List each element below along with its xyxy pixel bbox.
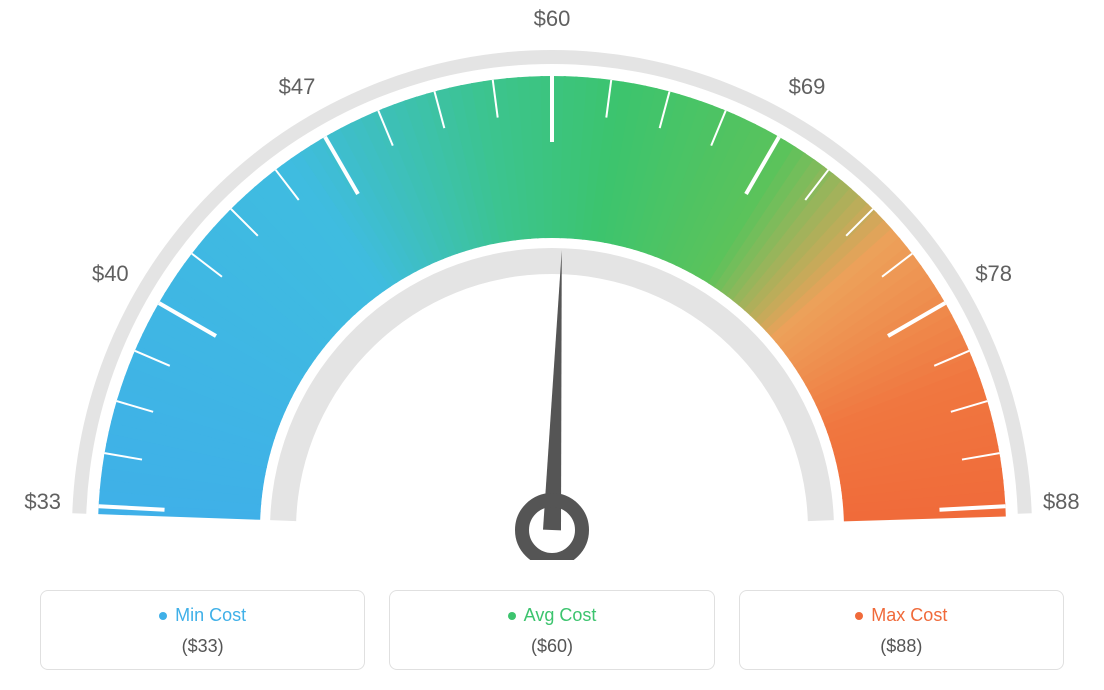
svg-text:$78: $78 — [975, 261, 1012, 286]
legend-value-max: ($88) — [750, 636, 1053, 657]
svg-text:$69: $69 — [789, 74, 826, 99]
legend-row: Min Cost ($33) Avg Cost ($60) Max Cost (… — [0, 590, 1104, 670]
legend-box-min: Min Cost ($33) — [40, 590, 365, 670]
gauge-chart: $33 $40 $47 $60 $69 $78 $88 — [0, 0, 1104, 560]
legend-value-min: ($33) — [51, 636, 354, 657]
legend-value-avg: ($60) — [400, 636, 703, 657]
svg-text:$60: $60 — [534, 6, 571, 31]
svg-text:$33: $33 — [24, 489, 61, 514]
svg-text:$88: $88 — [1043, 489, 1080, 514]
legend-title-avg: Avg Cost — [508, 605, 597, 626]
legend-title-min: Min Cost — [159, 605, 246, 626]
legend-box-max: Max Cost ($88) — [739, 590, 1064, 670]
svg-text:$40: $40 — [92, 261, 129, 286]
legend-dot-min — [159, 612, 167, 620]
legend-label-avg: Avg Cost — [524, 605, 597, 626]
legend-dot-max — [855, 612, 863, 620]
svg-text:$47: $47 — [279, 74, 316, 99]
gauge-svg: $33 $40 $47 $60 $69 $78 $88 — [0, 0, 1104, 560]
legend-box-avg: Avg Cost ($60) — [389, 590, 714, 670]
legend-dot-avg — [508, 612, 516, 620]
legend-title-max: Max Cost — [855, 605, 947, 626]
legend-label-max: Max Cost — [871, 605, 947, 626]
legend-label-min: Min Cost — [175, 605, 246, 626]
